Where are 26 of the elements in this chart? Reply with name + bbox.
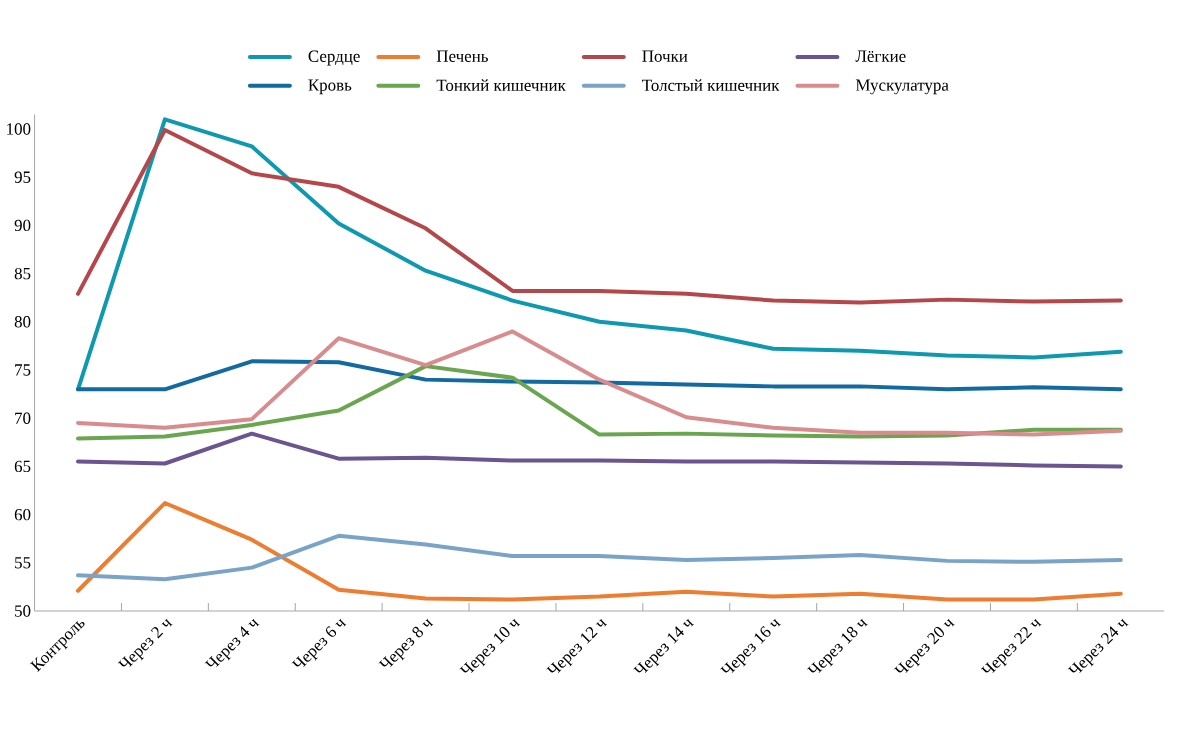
y-tick-label: 70	[15, 412, 31, 424]
legend-label: Мускулатура	[855, 79, 949, 95]
legend-label: Печень	[436, 50, 488, 62]
legend-label: Толстый кишечник	[642, 79, 780, 92]
line-series	[76, 359, 1123, 392]
y-tick-label: 75	[15, 364, 31, 376]
legend-label: Тонкий кишечник	[436, 79, 566, 92]
legend-label: Почки	[642, 50, 688, 62]
legend-label: Сердце	[308, 50, 360, 66]
y-tick-label: 100	[7, 123, 31, 135]
y-tick-label: 90	[14, 219, 31, 232]
y-tick-label: 85	[14, 267, 31, 280]
y-tick-label: 80	[14, 316, 31, 328]
y-tick-label: 55	[15, 557, 31, 569]
y-tick-label: 65	[14, 460, 31, 473]
y-tick-label: 95	[14, 171, 31, 183]
line-series	[76, 501, 1123, 602]
line-series	[76, 329, 1123, 437]
line-series	[76, 533, 1123, 582]
line-series	[76, 431, 1123, 469]
y-tick-label: 60	[14, 508, 31, 521]
y-tick-label: 50	[15, 605, 31, 617]
legend-label: Кровь	[308, 79, 352, 95]
line-series	[76, 364, 1123, 441]
line-series	[76, 127, 1123, 305]
legend-label: Лёгкие	[855, 50, 906, 62]
